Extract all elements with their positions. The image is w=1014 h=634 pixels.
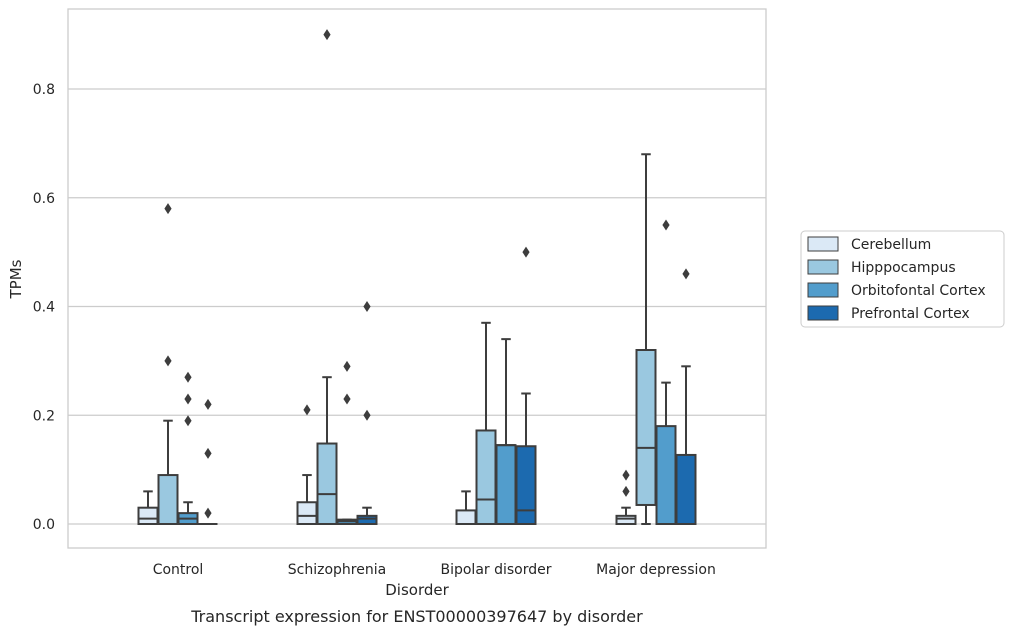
box-body (515, 445, 537, 525)
legend-label: Cerebellum (851, 237, 931, 253)
x-tick-label: Bipolar disorder (440, 562, 551, 578)
box-body (356, 514, 378, 525)
box-prefrontal-cortex (675, 268, 697, 526)
legend-swatch (807, 305, 839, 321)
x-tick-labels: Control Schizophrenia Bipolar disorder Majo… (153, 562, 716, 578)
x-tick-label: Schizophrenia (288, 562, 386, 578)
outlier-point (363, 301, 371, 312)
x-tick-label: Major depression (596, 562, 716, 578)
outlier-point (662, 219, 670, 231)
y-tick-labels: 0.0 0.2 0.4 0.6 0.8 (33, 82, 55, 533)
box-prefrontal-cortex (356, 301, 378, 525)
outlier-point (682, 268, 690, 280)
outlier-point (343, 393, 351, 405)
box-cerebellum (296, 404, 318, 525)
box-hipppocampus (157, 203, 179, 525)
box-orbitofontal-cortex (177, 371, 199, 525)
legend-frame (800, 230, 1005, 328)
box-groups (137, 29, 697, 526)
box-body (655, 425, 677, 525)
outlier-point (343, 360, 351, 372)
legend-label: Hipppocampus (851, 260, 956, 276)
outlier-point (303, 404, 311, 416)
box-body (495, 444, 517, 525)
box-cerebellum (615, 469, 637, 525)
outlier-point (204, 398, 212, 410)
plot-frame (67, 8, 767, 549)
box-body (137, 506, 159, 525)
box-cerebellum (455, 490, 477, 525)
box-cerebellum (137, 490, 159, 525)
outlier-point (323, 29, 331, 41)
chart-caption: Transcript expression for ENST0000039764… (190, 607, 643, 626)
outlier-point (204, 507, 212, 519)
box-prefrontal-cortex (515, 246, 537, 525)
box-body (296, 501, 318, 525)
legend-swatch (807, 282, 839, 298)
outlier-point (622, 485, 630, 497)
box-body (316, 442, 338, 525)
y-axis-label: TPMs (7, 259, 25, 299)
outlier-point (184, 393, 192, 405)
box-orbitofontal-cortex (655, 219, 677, 525)
box-body (635, 349, 657, 506)
legend: Cerebellum Hipppocampus Orbitofontal Corte… (800, 230, 1005, 328)
legend-swatch (807, 259, 839, 275)
outlier-point (363, 409, 371, 421)
legend-label: Orbitofontal Cortex (851, 283, 986, 299)
box-orbitofontal-cortex (495, 338, 517, 525)
outlier-point (164, 355, 172, 367)
y-tick-label: 0.2 (33, 408, 55, 424)
x-tick-label: Control (153, 562, 204, 578)
outlier-point (622, 469, 630, 481)
box-hipppocampus (316, 29, 338, 525)
box-body (157, 474, 179, 525)
box-orbitofontal-cortex (336, 360, 358, 526)
box-body (615, 514, 637, 525)
box-prefrontal-cortex (198, 398, 218, 525)
box-hipppocampus (475, 321, 497, 526)
y-tick-label: 0.6 (33, 191, 55, 207)
legend-label: Prefrontal Cortex (851, 306, 970, 322)
outlier-point (522, 246, 530, 258)
legend-swatch (807, 236, 839, 252)
box-hipppocampus (635, 153, 657, 525)
box-body (475, 429, 497, 526)
y-tick-label: 0.0 (33, 517, 55, 533)
outlier-point (184, 415, 192, 427)
x-axis-label: Disorder (385, 581, 449, 599)
y-tick-label: 0.8 (33, 82, 55, 98)
box-body (675, 453, 697, 526)
outlier-point (164, 203, 172, 215)
box-body (455, 509, 477, 525)
outlier-point (204, 447, 212, 459)
y-tick-label: 0.4 (33, 300, 55, 316)
outlier-point (184, 371, 192, 383)
